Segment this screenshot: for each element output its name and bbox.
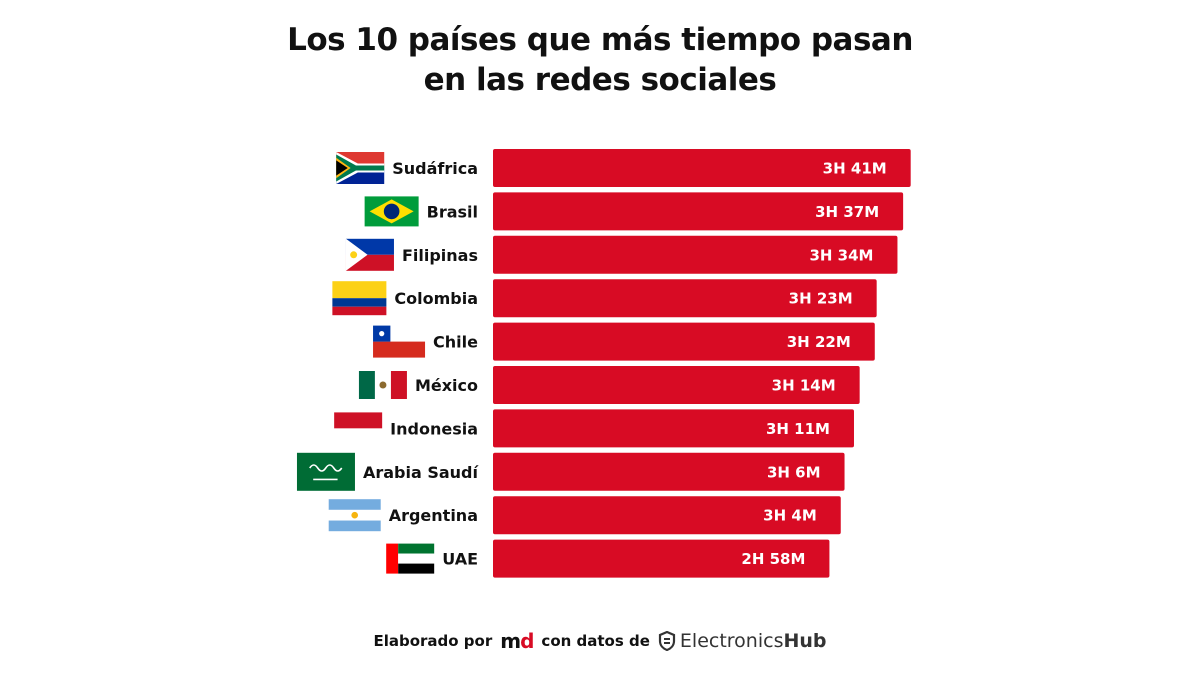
bar-value-label: 3H 41M — [823, 160, 887, 178]
category-label: UAE — [442, 550, 478, 569]
bar-value-label: 3H 14M — [772, 377, 836, 395]
category-label: Chile — [433, 333, 478, 352]
argentina-flag — [328, 499, 381, 532]
bar-value-label: 2H 58M — [741, 550, 805, 568]
category-label: Colombia — [394, 289, 478, 308]
bar — [493, 192, 904, 231]
bar — [493, 149, 911, 187]
bar — [493, 235, 898, 274]
category-label: Brasil — [427, 202, 478, 221]
footer-credits: Elaborado por md con datos de Electronic… — [0, 626, 1200, 656]
category-label: Filipinas — [402, 246, 478, 265]
bar-value-label: 3H 37M — [815, 203, 879, 221]
chart-title-line-2: en las redes sociales — [423, 62, 777, 98]
bar-value-label: 3H 11M — [766, 420, 830, 438]
bar-value-label: 3H 22M — [787, 333, 851, 351]
category-label: Sudáfrica — [392, 159, 478, 178]
category-label: Arabia Saudí — [363, 463, 480, 482]
chile-flag — [373, 325, 426, 358]
md-logo: md — [500, 629, 534, 653]
category-label: México — [415, 376, 478, 395]
south-africa-flag — [336, 152, 385, 184]
bar — [493, 409, 854, 448]
chart-title: Los 10 países que más tiempo pasan en la… — [0, 20, 1200, 100]
electronicshub-logo: ElectronicsHub — [658, 630, 827, 652]
bar — [493, 322, 875, 361]
made-by-text: Elaborado por — [373, 632, 493, 650]
mexico-flag — [358, 371, 407, 399]
shield-icon — [658, 631, 676, 651]
with-data-text: con datos de — [541, 632, 650, 650]
bar-value-label: 3H 6M — [767, 463, 821, 481]
bar — [493, 366, 860, 404]
bar-value-label: 3H 23M — [789, 290, 853, 308]
uae-flag — [386, 543, 435, 574]
bar-value-label: 3H 34M — [809, 246, 873, 264]
brazil-flag — [364, 196, 419, 227]
bar — [493, 539, 830, 578]
chart-title-line-1: Los 10 países que más tiempo pasan — [287, 22, 913, 58]
bar — [493, 496, 841, 535]
category-label: Argentina — [389, 506, 478, 525]
bar — [493, 279, 877, 318]
bar-value-label: 3H 4M — [763, 507, 817, 525]
indonesia-flag — [334, 412, 383, 445]
category-label: Indonesia — [390, 419, 478, 438]
colombia-flag — [332, 281, 387, 316]
philippines-flag — [345, 238, 394, 271]
bar — [493, 452, 845, 491]
saudi-arabia-flag — [296, 452, 355, 491]
